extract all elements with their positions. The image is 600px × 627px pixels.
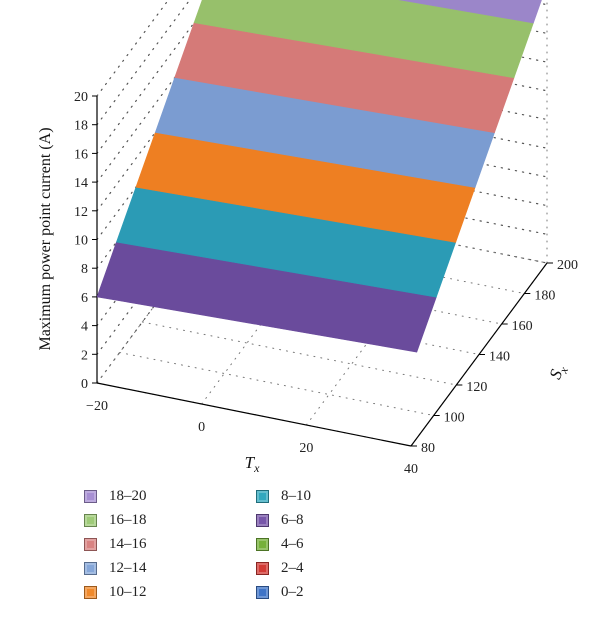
legend-swatch-2	[84, 537, 97, 551]
legend-swatch-9	[256, 585, 269, 599]
legend-label-7: 4–6	[281, 535, 304, 552]
y-axis-label-sub: x	[556, 364, 572, 376]
legend-swatch-0	[84, 489, 97, 503]
legend-item-5: 8–10	[256, 486, 311, 506]
legend-item-4: 10–12	[84, 582, 147, 602]
grid-line-floor-6	[232, 199, 548, 264]
legend-item-3: 12–14	[84, 558, 147, 578]
x-axis-line	[96, 382, 412, 447]
x-axis-label-main: T	[245, 453, 256, 472]
y-tick-label-1: 100	[444, 411, 465, 426]
grid-line-floor-4	[187, 260, 503, 325]
legend-item-9: 0–2	[256, 582, 304, 602]
legend-label-1: 16–18	[109, 511, 147, 528]
z-tick-label-0: 0	[81, 377, 88, 392]
grid-line-floor-3	[164, 291, 480, 355]
z-tick-label-2: 4	[81, 320, 88, 335]
grid-line-floor-2	[141, 321, 457, 386]
x-tick-label-0: −20	[86, 399, 108, 414]
z-tick-label-9: 18	[74, 119, 88, 134]
z-tick-label-4: 8	[81, 262, 88, 277]
x-tick-label-1: 0	[198, 420, 205, 435]
legend-label-0: 18–20	[109, 487, 147, 504]
y-tick-label-5: 180	[534, 289, 555, 304]
y-tick-label-2: 120	[466, 380, 487, 395]
legend-label-4: 10–12	[109, 583, 147, 600]
legend-label-6: 6–8	[281, 511, 304, 528]
grid-line-floor-1	[119, 352, 435, 416]
legend-swatch-8	[256, 561, 269, 575]
z-tick-label-8: 16	[74, 147, 88, 162]
legend-label-8: 2–4	[281, 559, 304, 576]
legend-item-6: 6–8	[256, 510, 304, 530]
x-tick-label-3: 40	[404, 462, 418, 477]
legend-swatch-5	[256, 489, 269, 503]
z-tick-label-5: 10	[74, 234, 88, 249]
x-axis-label: Tx	[245, 453, 260, 475]
surface-plot	[96, 0, 542, 353]
y-tick-label-3: 140	[489, 350, 510, 365]
legend-swatch-4	[84, 585, 97, 599]
grid-line-floor-5	[209, 230, 525, 294]
legend-item-1: 16–18	[84, 510, 147, 530]
legend-label-5: 8–10	[281, 487, 311, 504]
y-axis-label: Sx	[546, 361, 572, 383]
z-tick-label-10: 20	[74, 90, 88, 105]
y-tick-label-4: 160	[512, 319, 533, 334]
legend-item-7: 4–6	[256, 534, 304, 554]
legend-label-9: 0–2	[281, 583, 304, 600]
z-tick-label-3: 6	[81, 291, 88, 306]
z-tick-label-6: 12	[74, 205, 88, 220]
z-axis-label: Maximum power point current (A)	[37, 127, 54, 350]
y-tick-label-6: 200	[557, 258, 578, 273]
legend-swatch-6	[256, 513, 269, 527]
x-tick-label-2: 20	[299, 441, 313, 456]
legend-label-3: 12–14	[109, 559, 147, 576]
legend-label-2: 14–16	[109, 535, 147, 552]
x-axis-label-sub: x	[253, 461, 260, 475]
legend-swatch-7	[256, 537, 269, 551]
y-tick-label-0: 80	[421, 441, 435, 456]
legend-item-8: 2–4	[256, 558, 304, 578]
legend-swatch-3	[84, 561, 97, 575]
z-tick-label-7: 14	[74, 176, 88, 191]
legend-swatch-1	[84, 513, 97, 527]
legend-item-2: 14–16	[84, 534, 147, 554]
z-tick-label-1: 2	[81, 348, 88, 363]
legend-item-0: 18–20	[84, 486, 147, 506]
surface-band-18–20	[398, 0, 542, 24]
